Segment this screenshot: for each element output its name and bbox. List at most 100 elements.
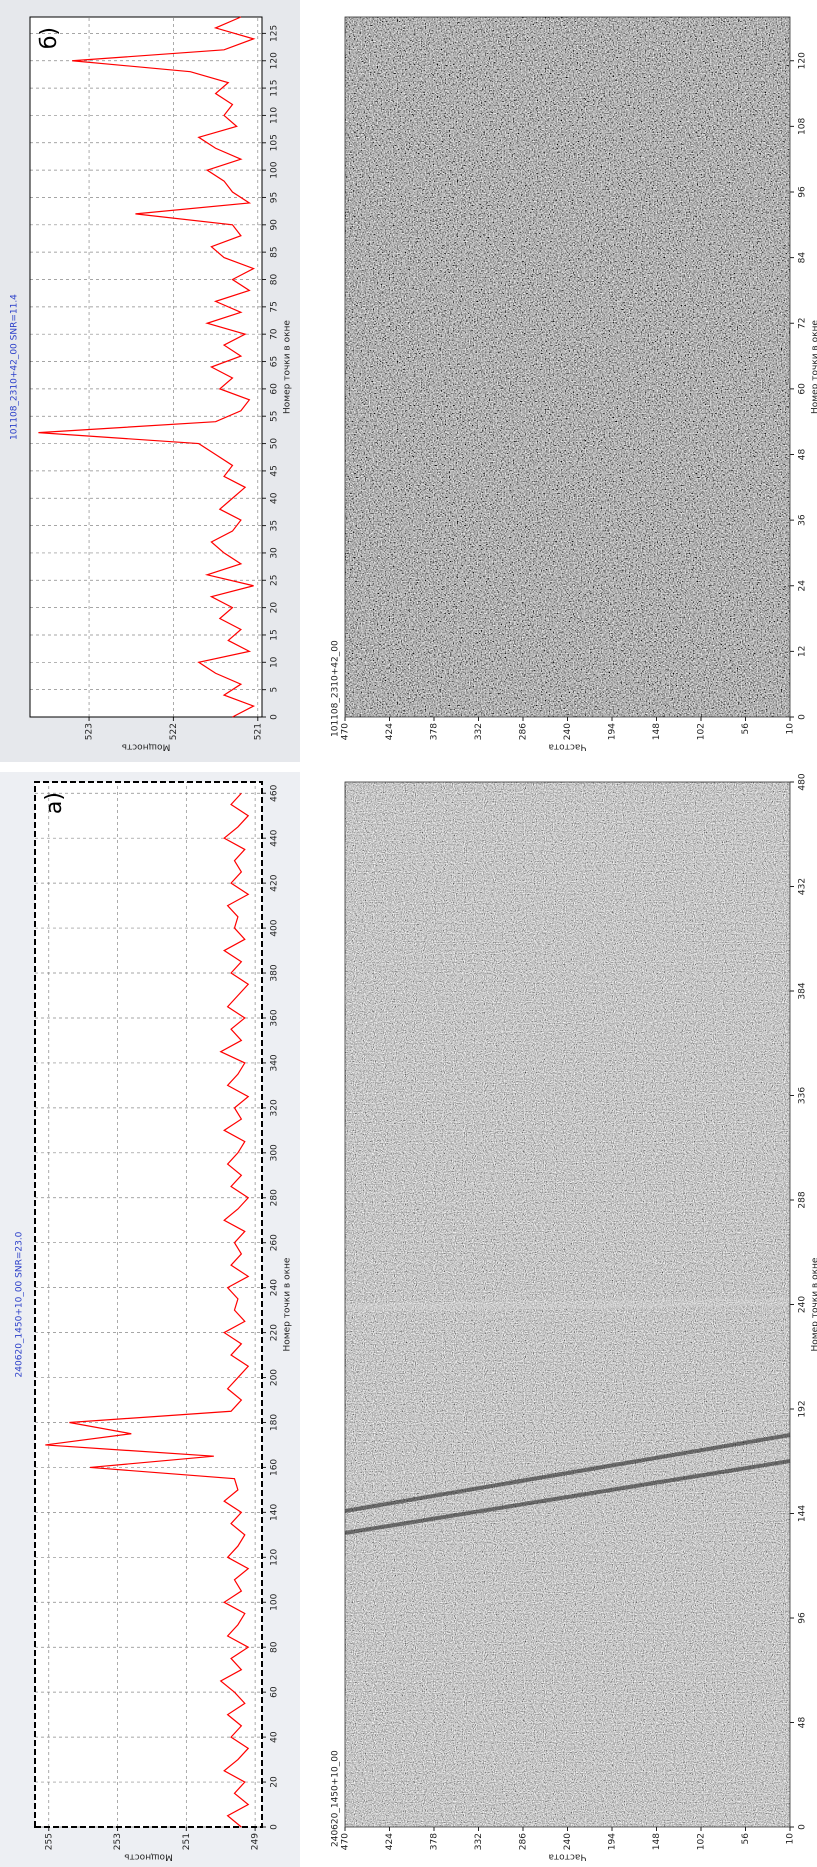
y-tick-label: 378 xyxy=(430,1833,440,1850)
x-tick-label: 115 xyxy=(270,80,280,97)
y-tick-label: 424 xyxy=(385,723,395,740)
x-tick-label: 60 xyxy=(798,383,808,395)
x-axis-label: Номер точки в окне xyxy=(283,1257,293,1351)
x-tick-label: 90 xyxy=(270,219,280,231)
x-tick-label: 96 xyxy=(798,1612,808,1624)
y-tick-label: 522 xyxy=(169,723,179,740)
x-tick-label: 24 xyxy=(798,580,808,592)
x-tick-label: 15 xyxy=(270,629,280,640)
y-tick-label: 10 xyxy=(786,723,796,735)
y-tick-label: 56 xyxy=(741,723,751,735)
y-tick-label: 332 xyxy=(474,723,484,740)
y-tick-label: 378 xyxy=(430,723,440,740)
x-tick-label: 180 xyxy=(270,1414,280,1431)
y-axis-label: Мощность xyxy=(124,1852,173,1862)
data-line xyxy=(38,16,256,718)
x-tick-label: 120 xyxy=(798,52,808,69)
x-tick-label: 80 xyxy=(270,1641,280,1653)
x-tick-label: 105 xyxy=(270,134,280,151)
x-tick-label: 5 xyxy=(270,687,280,693)
x-tick-label: 0 xyxy=(270,1824,280,1830)
y-tick-label: 523 xyxy=(85,723,95,740)
image-title: 240620_1450+10_00 xyxy=(331,1750,341,1847)
x-tick-label: 0 xyxy=(798,714,808,720)
x-tick-label: 48 xyxy=(798,449,808,461)
x-tick-label: 0 xyxy=(798,1824,808,1830)
x-tick-label: 10 xyxy=(270,656,280,668)
x-tick-label: 95 xyxy=(270,192,280,203)
x-tick-label: 120 xyxy=(270,1548,280,1565)
y-tick-label: 286 xyxy=(519,1833,529,1850)
y-tick-label: 240 xyxy=(563,723,573,740)
x-tick-label: 160 xyxy=(270,1459,280,1476)
plot-frame xyxy=(29,16,263,718)
x-tick-label: 55 xyxy=(270,410,280,421)
x-tick-label: 110 xyxy=(270,107,280,124)
x-tick-label: 100 xyxy=(270,1593,280,1610)
x-tick-label: 30 xyxy=(270,547,280,559)
x-tick-label: 72 xyxy=(798,318,808,329)
x-tick-label: 320 xyxy=(270,1099,280,1116)
y-axis-label: Частота xyxy=(548,1852,586,1862)
x-tick-label: 85 xyxy=(270,246,280,257)
x-tick-label: 220 xyxy=(270,1324,280,1341)
y-tick-label: 194 xyxy=(608,1833,618,1850)
x-axis-label: Номер точки в окне xyxy=(283,320,293,414)
x-tick-label: 460 xyxy=(270,784,280,801)
x-tick-label: 280 xyxy=(270,1189,280,1206)
x-tick-label: 440 xyxy=(270,829,280,846)
x-tick-label: 50 xyxy=(270,438,280,450)
x-tick-label: 120 xyxy=(270,52,280,69)
x-tick-label: 70 xyxy=(270,328,280,340)
x-tick-label: 65 xyxy=(270,356,280,367)
signal-track xyxy=(344,1459,791,1535)
x-tick-label: 420 xyxy=(270,874,280,891)
x-tick-label: 300 xyxy=(270,1144,280,1161)
y-tick-label: 470 xyxy=(341,723,351,740)
x-tick-label: 260 xyxy=(270,1234,280,1251)
x-tick-label: 360 xyxy=(270,1009,280,1026)
y-tick-label: 148 xyxy=(652,723,662,740)
x-tick-label: 340 xyxy=(270,1054,280,1071)
y-tick-label: 56 xyxy=(741,1833,751,1845)
x-tick-label: 380 xyxy=(270,964,280,981)
x-tick-label: 240 xyxy=(270,1279,280,1296)
panel-label: б) xyxy=(37,27,62,49)
y-tick-label: 10 xyxy=(786,1833,796,1845)
x-tick-label: 36 xyxy=(798,514,808,526)
y-tick-label: 286 xyxy=(519,723,529,740)
plot-area xyxy=(35,782,262,1827)
light-band xyxy=(344,1298,791,1311)
x-tick-label: 40 xyxy=(270,1731,280,1743)
x-tick-label: 45 xyxy=(270,465,280,476)
y-tick-label: 102 xyxy=(697,1833,707,1850)
x-tick-label: 12 xyxy=(798,646,808,657)
y-tick-label: 249 xyxy=(251,1833,261,1850)
chart-title: 101108_2310+42_00 SNR=11.4 xyxy=(10,294,20,440)
x-tick-label: 384 xyxy=(798,982,808,999)
x-tick-label: 125 xyxy=(270,25,280,42)
x-axis-label: Номер точки в окне xyxy=(811,1257,817,1351)
x-tick-label: 75 xyxy=(270,301,280,312)
y-tick-label: 424 xyxy=(385,1833,395,1850)
y-tick-label: 194 xyxy=(608,723,618,740)
x-tick-label: 96 xyxy=(798,186,808,198)
x-tick-label: 60 xyxy=(270,383,280,395)
x-tick-label: 48 xyxy=(798,1717,808,1729)
x-tick-label: 288 xyxy=(798,1191,808,1208)
y-tick-label: 102 xyxy=(697,723,707,740)
x-axis-label: Номер точки в окне xyxy=(811,320,817,414)
x-tick-label: 0 xyxy=(270,714,280,720)
x-tick-label: 60 xyxy=(270,1686,280,1698)
x-tick-label: 100 xyxy=(270,161,280,178)
plot-frame xyxy=(34,781,263,1828)
x-tick-label: 25 xyxy=(270,575,280,586)
heatmap-image xyxy=(345,782,790,1827)
x-tick-label: 400 xyxy=(270,919,280,936)
x-tick-label: 20 xyxy=(270,602,280,614)
image-title: 101108_2310+42_00 xyxy=(331,640,341,737)
x-tick-label: 40 xyxy=(270,492,280,504)
chart-title: 240620_1450+10_00 SNR=23.0 xyxy=(15,1231,25,1377)
x-tick-label: 480 xyxy=(798,773,808,790)
